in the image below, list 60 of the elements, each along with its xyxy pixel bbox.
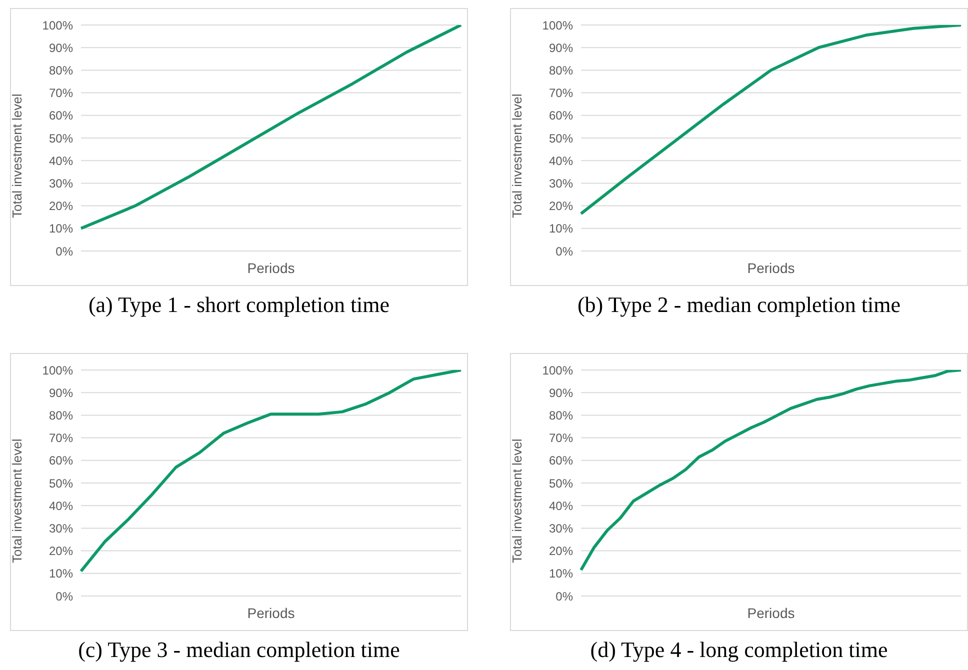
text: (b) Type 2 - median completion time [576, 292, 902, 318]
y-tick-label: 80% [48, 408, 74, 422]
y-tick-label: 90% [48, 40, 74, 55]
y-tick-label: 30% [48, 521, 74, 536]
y-tick-label: 70% [48, 86, 74, 100]
text: (c) Type 3 - median completion time [77, 637, 401, 663]
y-tick-label: 50% [48, 476, 74, 490]
x-axis-title: Periods [247, 260, 295, 276]
y-tick-label: 20% [48, 199, 74, 214]
y-axis-title: Total investment level [10, 94, 25, 218]
x-axis-title: Periods [747, 260, 795, 276]
y-tick-label: 40% [548, 154, 574, 168]
y-tick-label: 60% [48, 108, 74, 123]
y-tick-label: 30% [48, 176, 74, 190]
y-tick-label: 0% [56, 244, 74, 258]
y-tick-label: 10% [548, 566, 574, 581]
y-tick-label: 60% [548, 454, 574, 468]
line-series [580, 370, 962, 572]
x-axis-title: Periods [747, 605, 795, 621]
y-axis-title: Total investment level [10, 438, 25, 563]
y-tick-label: 0% [556, 244, 574, 258]
y-tick-label: 60% [48, 454, 74, 468]
y-tick-label: 90% [548, 386, 574, 400]
text: (d) Type 4 - long completion time [589, 637, 889, 663]
y-tick-label: 100% [42, 363, 74, 378]
y-tick-label: 40% [48, 154, 74, 168]
y-tick-label: 50% [48, 131, 74, 146]
y-tick-label: 80% [48, 63, 74, 78]
y-tick-label: 0% [556, 589, 574, 604]
y-tick-label: 90% [48, 386, 74, 400]
y-tick-label: 20% [548, 199, 574, 214]
y-tick-label: 100% [542, 18, 574, 32]
y-tick-label: 40% [48, 498, 74, 513]
y-tick-label: 50% [548, 476, 574, 490]
x-axis-title: Periods [247, 605, 295, 621]
y-tick-label: 80% [548, 408, 574, 422]
y-tick-label: 70% [48, 431, 74, 446]
y-tick-label: 10% [548, 222, 574, 236]
y-tick-label: 30% [548, 176, 574, 190]
line-series [80, 370, 462, 573]
y-tick-label: 60% [548, 108, 574, 123]
y-tick-label: 50% [548, 131, 574, 146]
y-tick-label: 90% [548, 40, 574, 55]
y-axis-title: Total investment level [510, 438, 525, 563]
text: (a) Type 1 - short completion time [87, 292, 391, 318]
y-tick-label: 80% [548, 63, 574, 78]
y-tick-label: 10% [48, 566, 74, 581]
y-tick-label: 0% [56, 589, 74, 604]
y-tick-label: 70% [548, 86, 574, 100]
y-tick-label: 20% [48, 544, 74, 558]
y-tick-label: 70% [548, 431, 574, 446]
line-series [580, 25, 962, 216]
y-axis-title: Total investment level [510, 94, 525, 218]
y-tick-label: 100% [542, 363, 574, 378]
y-tick-label: 100% [42, 18, 74, 32]
y-tick-label: 10% [48, 222, 74, 236]
y-tick-label: 20% [548, 544, 574, 558]
y-tick-label: 40% [548, 498, 574, 513]
line-series [80, 25, 462, 230]
y-tick-label: 30% [548, 521, 574, 536]
